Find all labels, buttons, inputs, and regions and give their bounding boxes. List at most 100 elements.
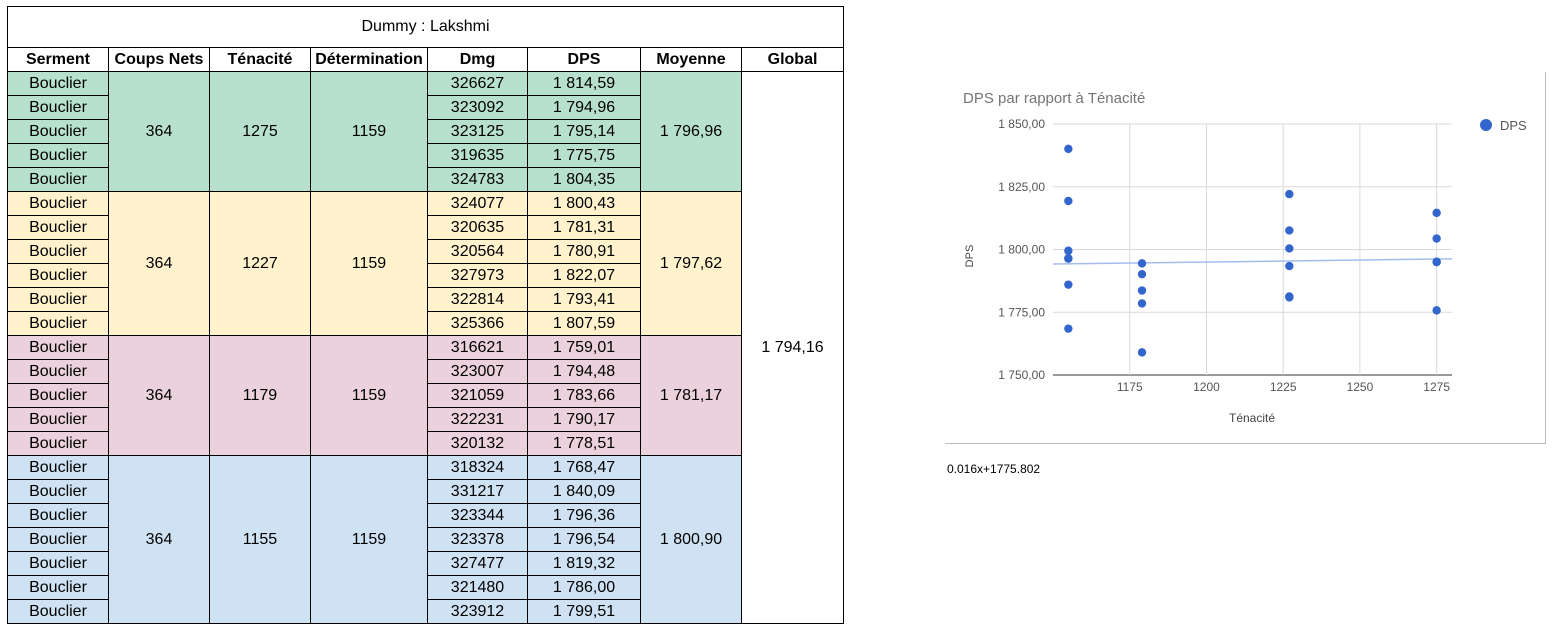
dmg-cell[interactable]: 326627 — [427, 71, 528, 96]
dmg-cell[interactable]: 323378 — [427, 527, 528, 552]
table-row: Bouclier 331217 1 840,09 — [7, 479, 844, 504]
dps-cell[interactable]: 1 822,07 — [527, 263, 641, 288]
dmg-cell[interactable]: 320564 — [427, 239, 528, 264]
dps-cell[interactable]: 1 796,36 — [527, 503, 641, 528]
dmg-cell[interactable]: 327477 — [427, 551, 528, 576]
dmg-cell[interactable]: 331217 — [427, 479, 528, 504]
serment-cell[interactable]: Bouclier — [7, 287, 109, 312]
tenacite-cell[interactable]: 1179 — [209, 335, 311, 456]
dps-cell[interactable]: 1 778,51 — [527, 431, 641, 456]
dmg-cell[interactable]: 321059 — [427, 383, 528, 408]
determination-cell[interactable]: 1159 — [310, 191, 428, 336]
serment-cell[interactable]: Bouclier — [7, 575, 109, 600]
dmg-cell[interactable]: 316621 — [427, 335, 528, 360]
column-header[interactable]: DPS — [527, 47, 641, 72]
dps-cell[interactable]: 1 794,96 — [527, 95, 641, 120]
serment-cell[interactable]: Bouclier — [7, 215, 109, 240]
dps-cell[interactable]: 1 780,91 — [527, 239, 641, 264]
dps-cell[interactable]: 1 793,41 — [527, 287, 641, 312]
dps-cell[interactable]: 1 781,31 — [527, 215, 641, 240]
dps-cell[interactable]: 1 807,59 — [527, 311, 641, 336]
determination-cell[interactable]: 1159 — [310, 335, 428, 456]
dmg-cell[interactable]: 327973 — [427, 263, 528, 288]
chart-border-bottom — [945, 443, 1546, 444]
serment-cell[interactable]: Bouclier — [7, 503, 109, 528]
dps-cell[interactable]: 1 794,48 — [527, 359, 641, 384]
dps-cell[interactable]: 1 800,43 — [527, 191, 641, 216]
serment-cell[interactable]: Bouclier — [7, 119, 109, 144]
serment-cell[interactable]: Bouclier — [7, 407, 109, 432]
dmg-cell[interactable]: 320635 — [427, 215, 528, 240]
serment-cell[interactable]: Bouclier — [7, 359, 109, 384]
dps-cell[interactable]: 1 786,00 — [527, 575, 641, 600]
moyenne-cell[interactable]: 1 797,62 — [640, 191, 742, 336]
dmg-cell[interactable]: 324783 — [427, 167, 528, 192]
column-header[interactable]: Global — [740, 47, 845, 72]
serment-cell[interactable]: Bouclier — [7, 191, 109, 216]
serment-cell[interactable]: Bouclier — [7, 479, 109, 504]
table-row: Bouclier 325366 1 807,59 — [7, 311, 844, 336]
serment-cell[interactable]: Bouclier — [7, 599, 109, 624]
dps-cell[interactable]: 1 775,75 — [527, 143, 641, 168]
dmg-cell[interactable]: 324077 — [427, 191, 528, 216]
serment-cell[interactable]: Bouclier — [7, 95, 109, 120]
coups-nets-cell[interactable]: 364 — [108, 335, 210, 456]
dmg-cell[interactable]: 323344 — [427, 503, 528, 528]
chart-border-right — [1545, 72, 1546, 444]
serment-cell[interactable]: Bouclier — [7, 239, 109, 264]
serment-cell[interactable]: Bouclier — [7, 431, 109, 456]
dmg-cell[interactable]: 321480 — [427, 575, 528, 600]
dps-cell[interactable]: 1 768,47 — [527, 455, 641, 480]
dps-cell[interactable]: 1 795,14 — [527, 119, 641, 144]
column-header[interactable]: Serment — [7, 47, 109, 72]
dmg-cell[interactable]: 319635 — [427, 143, 528, 168]
column-header[interactable]: Ténacité — [209, 47, 311, 72]
dps-cell[interactable]: 1 783,66 — [527, 383, 641, 408]
serment-cell[interactable]: Bouclier — [7, 335, 109, 360]
coups-nets-cell[interactable]: 364 — [108, 455, 210, 624]
dmg-cell[interactable]: 323092 — [427, 95, 528, 120]
dps-cell[interactable]: 1 840,09 — [527, 479, 641, 504]
moyenne-cell[interactable]: 1 796,96 — [640, 71, 742, 192]
determination-cell[interactable]: 1159 — [310, 71, 428, 192]
column-header[interactable]: Moyenne — [640, 47, 742, 72]
serment-cell[interactable]: Bouclier — [7, 455, 109, 480]
coups-nets-cell[interactable]: 364 — [108, 191, 210, 336]
dmg-cell[interactable]: 323125 — [427, 119, 528, 144]
tenacite-cell[interactable]: 1227 — [209, 191, 311, 336]
serment-cell[interactable]: Bouclier — [7, 527, 109, 552]
serment-cell[interactable]: Bouclier — [7, 263, 109, 288]
serment-cell[interactable]: Bouclier — [7, 383, 109, 408]
serment-cell[interactable]: Bouclier — [7, 143, 109, 168]
dps-cell[interactable]: 1 819,32 — [527, 551, 641, 576]
coups-nets-cell[interactable]: 364 — [108, 71, 210, 192]
dps-cell[interactable]: 1 790,17 — [527, 407, 641, 432]
dmg-cell[interactable]: 318324 — [427, 455, 528, 480]
dps-cell[interactable]: 1 814,59 — [527, 71, 641, 96]
dps-cell[interactable]: 1 759,01 — [527, 335, 641, 360]
serment-cell[interactable]: Bouclier — [7, 71, 109, 96]
serment-cell[interactable]: Bouclier — [7, 167, 109, 192]
dmg-cell[interactable]: 323912 — [427, 599, 528, 624]
tenacite-cell[interactable]: 1275 — [209, 71, 311, 192]
tenacite-cell[interactable]: 1155 — [209, 455, 311, 624]
moyenne-cell[interactable]: 1 800,90 — [640, 455, 742, 624]
dmg-cell[interactable]: 320132 — [427, 431, 528, 456]
column-header[interactable]: Détermination — [310, 47, 428, 72]
determination-cell[interactable]: 1159 — [310, 455, 428, 624]
dmg-cell[interactable]: 322814 — [427, 287, 528, 312]
global-cell[interactable]: 1 794,16 — [740, 71, 845, 624]
data-point — [1064, 144, 1073, 154]
dmg-cell[interactable]: 322231 — [427, 407, 528, 432]
dmg-cell[interactable]: 323007 — [427, 359, 528, 384]
serment-cell[interactable]: Bouclier — [7, 551, 109, 576]
table-title[interactable]: Dummy : Lakshmi — [6, 6, 845, 48]
serment-cell[interactable]: Bouclier — [7, 311, 109, 336]
column-header[interactable]: Coups Nets — [108, 47, 210, 72]
column-header[interactable]: Dmg — [427, 47, 528, 72]
dmg-cell[interactable]: 325366 — [427, 311, 528, 336]
dps-cell[interactable]: 1 796,54 — [527, 527, 641, 552]
dps-cell[interactable]: 1 804,35 — [527, 167, 641, 192]
dps-cell[interactable]: 1 799,51 — [527, 599, 641, 624]
moyenne-cell[interactable]: 1 781,17 — [640, 335, 742, 456]
